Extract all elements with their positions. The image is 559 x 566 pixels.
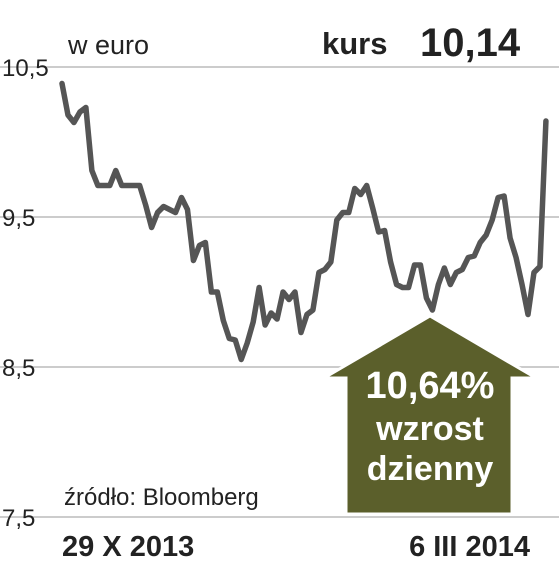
price-value: 10,14 [420, 21, 521, 65]
unit-label: w euro [67, 30, 149, 60]
badge-shape [318, 314, 542, 516]
badge-line: 10,64% [366, 365, 495, 407]
line [59, 80, 549, 363]
y-tick-label: 8,5 [2, 355, 35, 382]
grid: 10,5 9,5 8,5 7,5 [0, 55, 559, 532]
y-tick-label: 9,5 [2, 205, 35, 232]
badge-line: wzrost [375, 410, 484, 448]
y-tick-label: 7,5 [2, 505, 35, 532]
price-label: kurs [322, 26, 387, 61]
source: źródło: Bloomberg [64, 484, 259, 511]
x-tick-label: 29 X 2013 [62, 531, 194, 563]
plot [59, 80, 549, 363]
y-tick-label: 10,5 [2, 55, 49, 82]
x-tick-label: 6 III 2014 [409, 531, 530, 563]
badge-line: dzienny [367, 450, 494, 488]
